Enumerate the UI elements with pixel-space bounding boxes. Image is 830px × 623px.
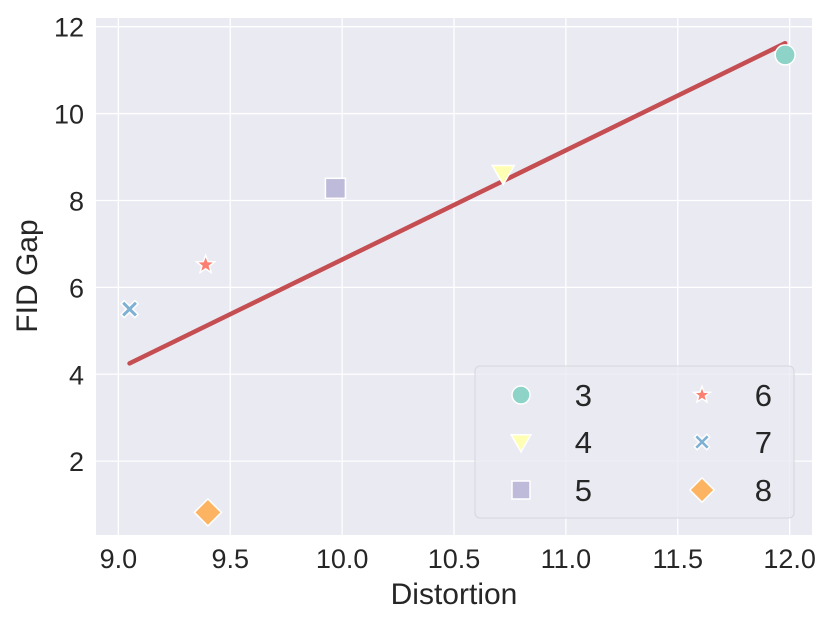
legend-label: 8 — [755, 473, 772, 508]
legend-marker-3 — [511, 385, 531, 405]
x-tick-label: 12.0 — [763, 544, 816, 574]
grid-lines — [96, 18, 812, 535]
y-tick-label: 8 — [69, 186, 84, 216]
legend-label: 5 — [575, 473, 592, 508]
legend-label: 6 — [755, 378, 772, 413]
legend-marker-4 — [509, 434, 533, 454]
legend-label: 4 — [575, 425, 592, 460]
x-tick-label: 9.0 — [100, 544, 138, 574]
y-tick-label: 12 — [54, 13, 84, 43]
y-tick-label: 10 — [54, 100, 84, 130]
legend: 3 4 5 6 7 8 — [474, 365, 795, 519]
data-markers — [120, 44, 796, 527]
data-point-series-6 — [194, 253, 217, 275]
y-tick-label: 2 — [69, 447, 84, 477]
x-tick-label: 11.5 — [652, 544, 703, 574]
legend-label: 3 — [575, 378, 592, 413]
y-axis-title: FID Gap — [11, 219, 44, 332]
regression-line — [127, 40, 788, 366]
data-point-series-7 — [120, 299, 140, 319]
x-tick-label: 11.0 — [541, 544, 592, 574]
legend-marker-6 — [691, 384, 713, 404]
legend-marker-8 — [688, 476, 716, 504]
tick-labels: 9.0 9.5 10.0 10.5 11.0 11.5 12.0 2 4 6 8 10 12 — [54, 13, 816, 574]
data-point-series-8 — [193, 497, 223, 527]
y-tick-label: 4 — [69, 360, 84, 390]
x-tick-label: 9.5 — [211, 544, 249, 574]
x-axis-title: Distortion — [391, 578, 518, 611]
data-point-series-3 — [774, 44, 796, 66]
data-point-series-4 — [490, 164, 516, 187]
legend-frame — [474, 365, 795, 519]
legend-marker-7 — [693, 433, 711, 451]
legend-label: 7 — [755, 425, 772, 460]
legend-marker-5 — [511, 480, 531, 500]
x-tick-label: 10.0 — [316, 544, 369, 574]
x-tick-label: 10.5 — [428, 544, 481, 574]
data-point-series-5 — [324, 177, 347, 200]
y-tick-label: 6 — [69, 273, 84, 303]
